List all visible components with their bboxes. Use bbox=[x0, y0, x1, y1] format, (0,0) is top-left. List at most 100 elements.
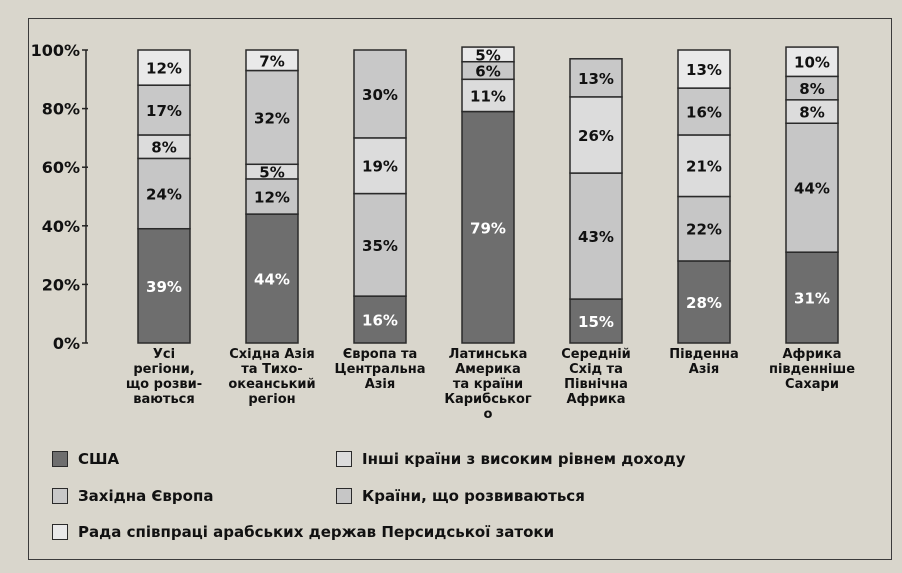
legend-item-gcc: Рада співпраці арабських держав Персидсь… bbox=[52, 523, 554, 541]
data-label: 13% bbox=[686, 61, 722, 79]
x-tick-label: що розви- bbox=[126, 377, 202, 392]
x-tick-label: південніше bbox=[769, 362, 855, 377]
legend-item-usa: США bbox=[52, 450, 119, 468]
data-label: 31% bbox=[794, 290, 830, 308]
bar-segment bbox=[137, 49, 191, 86]
data-label: 10% bbox=[794, 54, 830, 72]
bar-segment bbox=[137, 157, 191, 230]
x-tick-label: Азія bbox=[365, 377, 395, 392]
x-tick-label: Латинська bbox=[449, 347, 528, 362]
bar-segment bbox=[461, 110, 515, 344]
data-label: 17% bbox=[146, 102, 182, 120]
x-tick-label: та країни bbox=[453, 377, 523, 392]
data-label: 15% bbox=[578, 313, 614, 331]
legend-swatch bbox=[336, 451, 352, 467]
data-label: 13% bbox=[578, 70, 614, 88]
x-tick-label: Карибськог bbox=[444, 392, 532, 407]
data-label: 44% bbox=[794, 180, 830, 198]
bar-segment bbox=[569, 172, 623, 300]
bar-segment bbox=[353, 137, 407, 195]
x-tick-label: о bbox=[484, 407, 493, 422]
data-label: 39% bbox=[146, 278, 182, 296]
data-label: 8% bbox=[799, 104, 824, 122]
data-label: 6% bbox=[475, 63, 500, 81]
data-label: 32% bbox=[254, 109, 290, 127]
bar-segment bbox=[569, 58, 623, 98]
bar-segment bbox=[137, 84, 191, 136]
x-tick-label: Усі bbox=[153, 347, 175, 362]
y-tick-label: 40% bbox=[42, 217, 80, 236]
bar-segment bbox=[245, 69, 299, 166]
chart-frame bbox=[28, 18, 892, 560]
data-label: 5% bbox=[475, 46, 500, 64]
x-tick-label: Африка bbox=[567, 392, 626, 407]
x-tick-label: Європа та bbox=[343, 347, 418, 362]
bar-segment bbox=[353, 49, 407, 139]
legend-label: Країни, що розвиваються bbox=[362, 487, 585, 505]
data-label: 8% bbox=[151, 139, 176, 157]
bar-segment bbox=[677, 134, 731, 198]
x-tick-label: та Тихо- bbox=[241, 362, 303, 377]
legend-swatch bbox=[52, 524, 68, 540]
data-label: 30% bbox=[362, 86, 398, 104]
data-label: 22% bbox=[686, 221, 722, 239]
bar-segment bbox=[461, 78, 515, 113]
bar-segment bbox=[785, 122, 839, 253]
data-label: 12% bbox=[146, 60, 182, 78]
x-tick-label: Середній bbox=[561, 347, 631, 362]
data-label: 21% bbox=[686, 158, 722, 176]
legend-swatch bbox=[336, 488, 352, 504]
y-tick-label: 80% bbox=[42, 100, 80, 119]
data-label: 7% bbox=[259, 52, 284, 70]
bar-segment bbox=[353, 295, 407, 344]
y-tick-label: 0% bbox=[53, 334, 80, 353]
x-tick-label: Південна bbox=[669, 347, 739, 362]
y-tick-label: 100% bbox=[31, 41, 80, 60]
bar-segment bbox=[569, 298, 623, 344]
x-tick-label: Схід та bbox=[569, 362, 623, 377]
data-label: 11% bbox=[470, 87, 506, 105]
x-tick-label: Сахари bbox=[785, 377, 839, 392]
bar-segment bbox=[677, 195, 731, 262]
bar-segment bbox=[677, 49, 731, 89]
bar-segment bbox=[461, 46, 515, 63]
legend-item-developing-countries: Країни, що розвиваються bbox=[336, 487, 585, 505]
data-label: 16% bbox=[362, 312, 398, 330]
data-label: 79% bbox=[470, 219, 506, 237]
data-label: 5% bbox=[259, 164, 284, 182]
legend-label: Інші країни з високим рівнем доходу bbox=[362, 450, 686, 468]
data-label: 8% bbox=[799, 80, 824, 98]
x-tick-label: Східна Азія bbox=[229, 347, 315, 362]
legend-item-other-high-income: Інші країни з високим рівнем доходу bbox=[336, 450, 686, 468]
data-label: 35% bbox=[362, 237, 398, 255]
data-label: 16% bbox=[686, 104, 722, 122]
data-label: 12% bbox=[254, 189, 290, 207]
x-tick-label: Азія bbox=[689, 362, 719, 377]
legend-item-western-europe: Західна Європа bbox=[52, 487, 213, 505]
chart-legend: США Інші країни з високим рівнем доходу … bbox=[30, 440, 890, 558]
x-tick-label: океанський bbox=[228, 377, 315, 392]
x-tick-label: Північна bbox=[564, 377, 628, 392]
y-tick-label: 20% bbox=[42, 275, 80, 294]
bar-segment bbox=[677, 87, 731, 136]
data-label: 28% bbox=[686, 294, 722, 312]
y-tick-label: 60% bbox=[42, 158, 80, 177]
bar-segment bbox=[245, 49, 299, 72]
bar-segment bbox=[353, 192, 407, 297]
data-label: 19% bbox=[362, 158, 398, 176]
legend-label: США bbox=[78, 450, 120, 468]
bar-segment bbox=[137, 227, 191, 344]
data-label: 44% bbox=[254, 271, 290, 289]
x-tick-label: Центральна bbox=[335, 362, 426, 377]
data-label: 26% bbox=[578, 127, 614, 145]
x-tick-label: регіони, bbox=[133, 362, 194, 377]
x-tick-label: Африка bbox=[783, 347, 842, 362]
x-tick-label: Америка bbox=[455, 362, 521, 377]
legend-swatch bbox=[52, 488, 68, 504]
bar-segment bbox=[785, 251, 839, 344]
legend-swatch bbox=[52, 451, 68, 467]
legend-label: Рада співпраці арабських держав Персидсь… bbox=[78, 523, 555, 541]
bar-segment bbox=[677, 260, 731, 344]
x-tick-label: регіон bbox=[248, 392, 295, 407]
